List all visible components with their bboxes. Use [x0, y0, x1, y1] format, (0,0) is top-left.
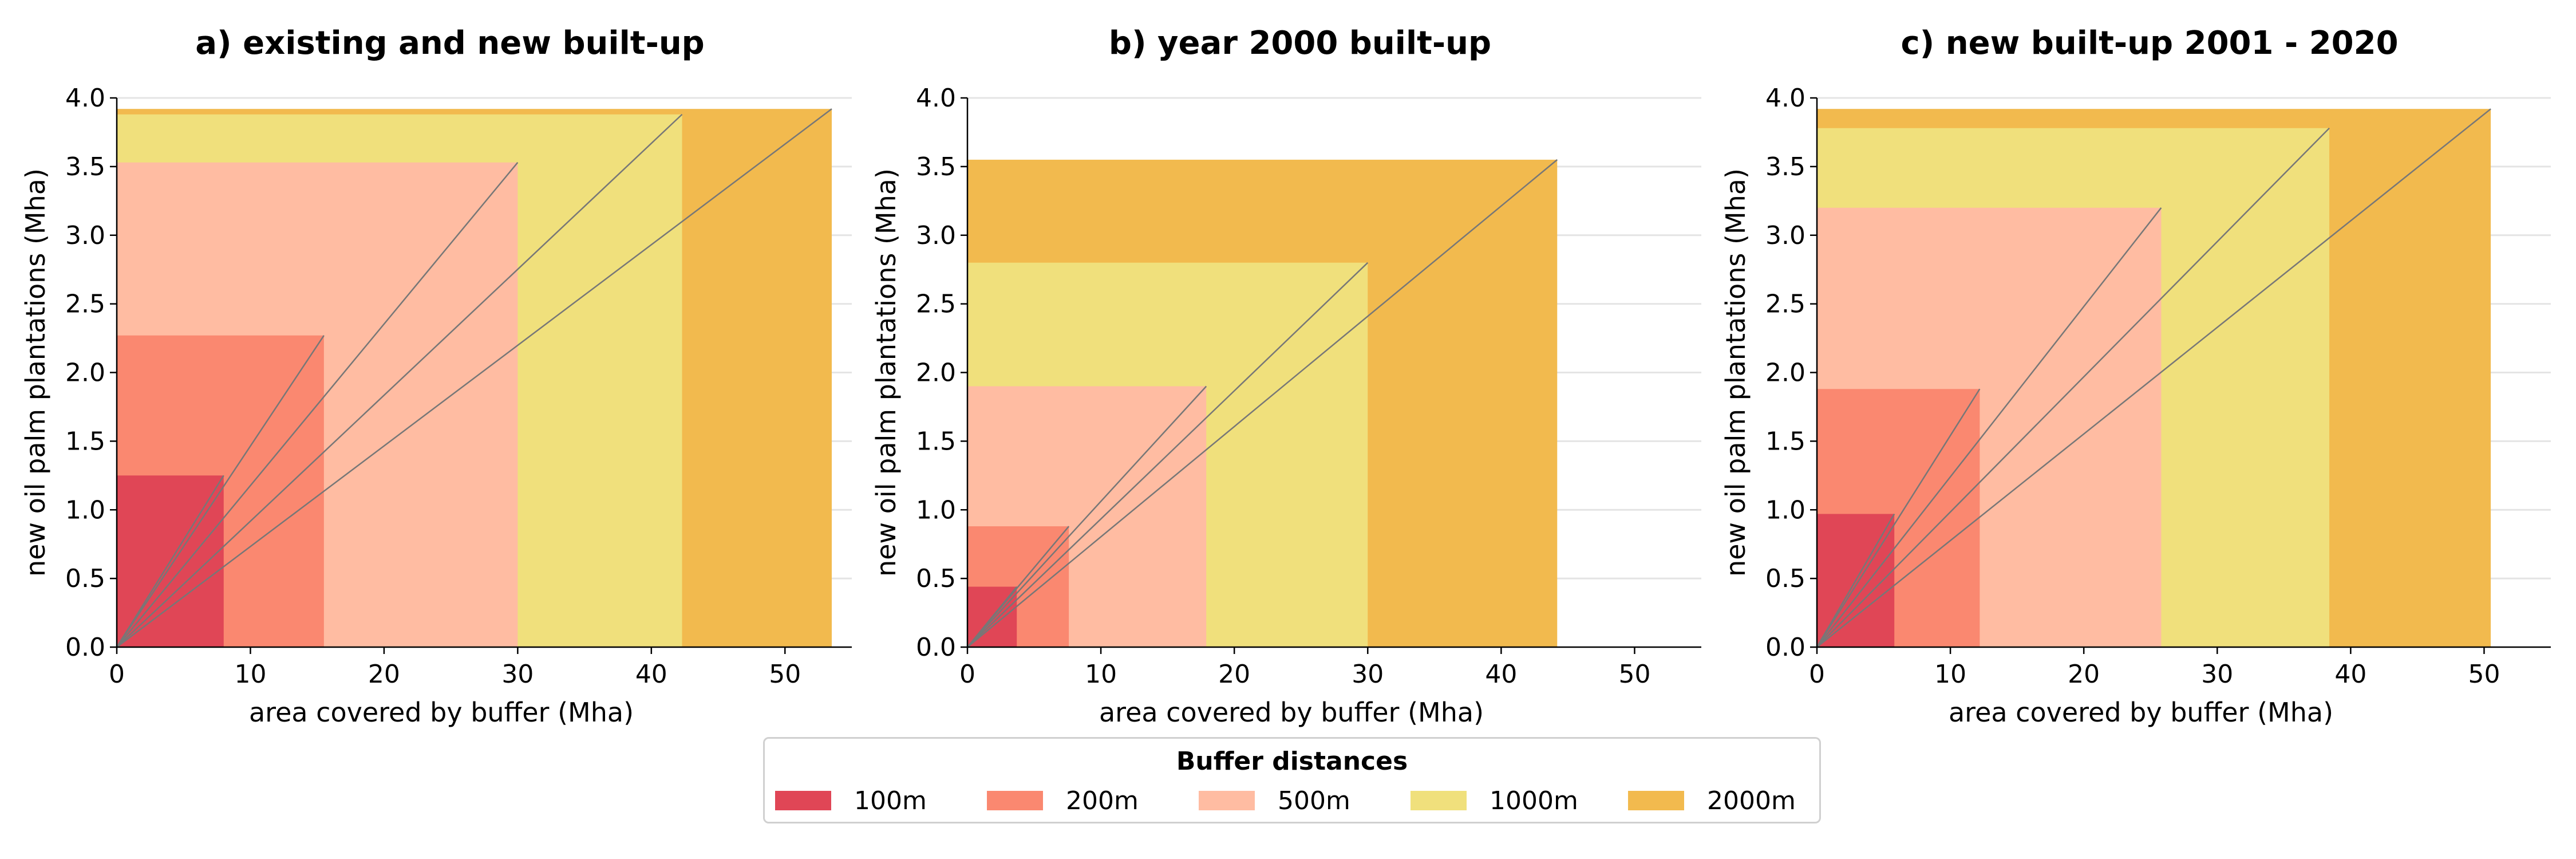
x-tick-label: 30	[501, 660, 534, 689]
y-tick-label: 1.0	[1765, 495, 1805, 525]
ratio-line-200m	[1816, 388, 1981, 648]
y-tick-label: 2.5	[1765, 290, 1805, 319]
y-tick-label: 2.5	[65, 290, 105, 319]
y-axis-label: new oil palm plantations (Mha)	[20, 168, 51, 577]
chart-title: a) existing and new built-up	[195, 25, 705, 62]
y-tick-label: 4.0	[65, 84, 105, 113]
x-tick-label: 40	[635, 660, 667, 689]
x-tick-label: 50	[2468, 660, 2500, 689]
legend-label-1000m: 1000m	[1490, 786, 1578, 815]
x-tick-label: 10	[1934, 660, 1966, 689]
x-tick-label: 40	[2334, 660, 2366, 689]
x-tick-label: 40	[1485, 660, 1517, 689]
y-tick-label: 1.0	[65, 495, 105, 525]
ratio-line-200m	[116, 335, 325, 648]
y-axis-label: new oil palm plantations (Mha)	[871, 168, 902, 577]
legend-item-500m: 500m	[1199, 786, 1350, 815]
legend-label-500m: 500m	[1278, 786, 1350, 815]
y-axis-label: new oil palm plantations (Mha)	[1720, 168, 1751, 577]
legend-item-100m: 100m	[775, 786, 927, 815]
x-tick-label: 10	[1085, 660, 1117, 689]
ratio-line-2000m	[116, 108, 832, 648]
y-tick-label: 0.0	[65, 633, 105, 662]
y-tick-label: 0.5	[1765, 564, 1805, 593]
ratio-line-200m	[967, 526, 1070, 648]
y-tick-label: 1.0	[916, 495, 956, 525]
x-axis-label: area covered by buffer (Mha)	[249, 697, 634, 728]
legend-swatch-1000m	[1411, 791, 1467, 810]
legend-item-2000m: 2000m	[1628, 786, 1796, 815]
legend-swatch-200m	[987, 791, 1043, 810]
ratio-line-500m	[116, 161, 519, 648]
y-tick-label: 0.0	[916, 633, 956, 662]
chart-title: b) year 2000 built-up	[1109, 25, 1491, 62]
legend-label-200m: 200m	[1066, 786, 1139, 815]
chart-title: c) new built-up 2001 - 2020	[1901, 25, 2398, 62]
legend-label-2000m: 2000m	[1707, 786, 1796, 815]
y-tick-label: 3.5	[916, 152, 956, 182]
y-tick-label: 3.0	[916, 221, 956, 250]
y-tick-label: 1.5	[1765, 427, 1805, 456]
x-tick-label: 0	[959, 660, 975, 689]
y-tick-label: 3.5	[1765, 152, 1805, 182]
y-tick-label: 0.5	[65, 564, 105, 593]
x-axis-label: area covered by buffer (Mha)	[1949, 697, 2333, 728]
x-tick-label: 0	[1809, 660, 1825, 689]
y-tick-label: 0.0	[1765, 633, 1805, 662]
legend-item-200m: 200m	[987, 786, 1139, 815]
legend-swatch-2000m	[1628, 791, 1684, 810]
ratio-line-1000m	[967, 262, 1369, 648]
y-tick-label: 2.0	[916, 358, 956, 388]
y-tick-label: 4.0	[1765, 84, 1805, 113]
x-tick-label: 20	[2068, 660, 2100, 689]
chart-panel-3: 0.0 0.5 1.0 1.5 2.0 2.5 3.0 3.5 4.0 0 10 20 30 40 50 ar…	[1720, 25, 2551, 728]
legend-swatch-100m	[775, 791, 831, 810]
y-tick-label: 3.0	[1765, 221, 1805, 250]
ratio-line-100m	[116, 475, 224, 648]
ratio-line-500m	[967, 385, 1207, 648]
x-tick-label: 20	[368, 660, 400, 689]
chart-panel-1: 0.0 0.5 1.0 1.5 2.0 2.5 3.0 3.5 4.0 0 10 20 30 40 50 ar…	[20, 25, 852, 728]
legend: Buffer distances 100m 200m 500m 1000m 20…	[763, 737, 1821, 823]
ratio-line-100m	[1816, 513, 1895, 648]
legend-swatch-500m	[1199, 791, 1255, 810]
y-tick-label: 2.0	[1765, 358, 1805, 388]
y-tick-label: 2.0	[65, 358, 105, 388]
ratio-line-500m	[1816, 207, 2162, 648]
x-tick-label: 0	[109, 660, 125, 689]
chart-panel-2: 0.0 0.5 1.0 1.5 2.0 2.5 3.0 3.5 4.0 0 10 20 30 40 50 ar…	[871, 25, 1701, 728]
x-tick-label: 20	[1218, 660, 1250, 689]
x-tick-label: 30	[1352, 660, 1384, 689]
ratio-line-2000m	[967, 159, 1558, 648]
ratio-line-1000m	[116, 113, 683, 648]
x-tick-label: 50	[769, 660, 801, 689]
ratio-line-2000m	[1816, 108, 2491, 648]
legend-title: Buffer distances	[1176, 747, 1408, 776]
chart-panels: 0.0 0.5 1.0 1.5 2.0 2.5 3.0 3.5 4.0 0 10 20 30 40 50 ar…	[20, 25, 2551, 728]
ratio-line-1000m	[1816, 127, 2330, 648]
x-axis-label: area covered by buffer (Mha)	[1099, 697, 1484, 728]
y-tick-label: 1.5	[916, 427, 956, 456]
x-tick-label: 30	[2201, 660, 2233, 689]
legend-item-1000m: 1000m	[1411, 786, 1578, 815]
y-tick-label: 1.5	[65, 427, 105, 456]
legend-label-100m: 100m	[854, 786, 927, 815]
y-tick-label: 3.0	[65, 221, 105, 250]
x-tick-label: 10	[234, 660, 266, 689]
y-tick-label: 4.0	[916, 84, 956, 113]
y-tick-label: 3.5	[65, 152, 105, 182]
y-tick-label: 0.5	[916, 564, 956, 593]
x-tick-label: 50	[1618, 660, 1650, 689]
y-tick-label: 2.5	[916, 290, 956, 319]
